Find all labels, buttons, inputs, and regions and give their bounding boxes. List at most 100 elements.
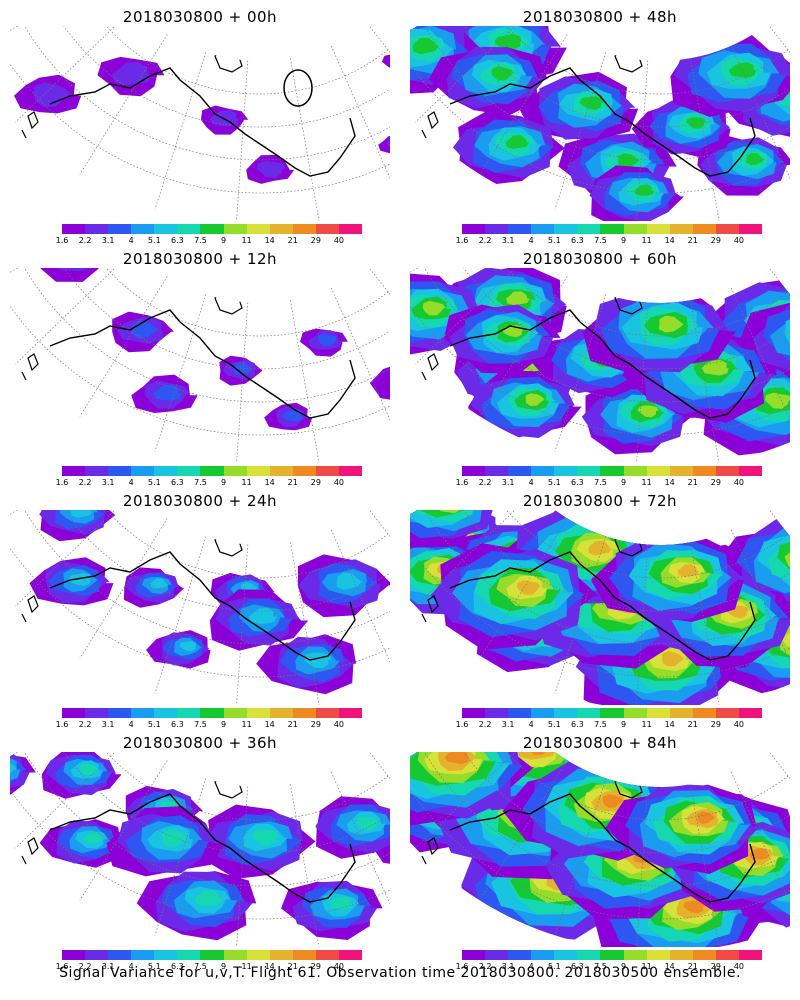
- colorbar-label: 21: [687, 720, 698, 729]
- colorbar-label: 40: [333, 236, 345, 245]
- variance-area: [746, 152, 765, 166]
- meridian-line: [415, 26, 516, 123]
- variance-area: [378, 135, 390, 153]
- latitude-line: [10, 305, 390, 436]
- meridian-line: [415, 752, 516, 849]
- coastline: [449, 793, 756, 903]
- colorbar-label: 2.2: [78, 962, 92, 971]
- coastline: [214, 765, 269, 799]
- variance-area: [412, 37, 440, 55]
- meridian-line: [330, 287, 390, 421]
- figure-caption: Signal Variance for u,v,T. Flight 61. Ob…: [59, 965, 741, 981]
- colorbar-swatch: [292, 708, 316, 718]
- colorbar-swatch: [554, 224, 578, 234]
- meridian-line: [554, 536, 607, 694]
- colorbar-labels: 1.6 2.2 3.1 4 5.1 6.3 7.5 9 11 14 21 29 40: [456, 720, 762, 730]
- colorbar-swatch: [223, 708, 247, 718]
- panel-48h: 2018030800 + 48h 1.6 2.2 3.1 4 5.1 6.3 7.5 9 11 1…: [400, 0, 800, 245]
- latitude-line: [24, 510, 390, 645]
- colorbar-swatch: [338, 466, 363, 476]
- forecast-map: [410, 26, 790, 221]
- colorbar-swatch: [738, 224, 763, 234]
- colorbar-label: 6.3: [571, 720, 584, 729]
- colorbar-swatch: [577, 950, 601, 960]
- colorbar-swatch: [600, 950, 624, 960]
- colorbar-label: 11: [241, 962, 252, 971]
- variance-area: [80, 763, 99, 776]
- colorbar-swatch: [738, 950, 763, 960]
- colorbar-label: 9: [220, 962, 227, 971]
- variance-area: [618, 153, 640, 168]
- panel-12h: 2018030800 + 12h 1.6 2.2 3.1 4 5.1 6.3 7.5 9 11 1…: [0, 242, 400, 487]
- colorbar-swatch: [177, 466, 201, 476]
- colorbar-label: 14: [664, 720, 675, 729]
- colorbar-label: 29: [310, 720, 321, 729]
- variance-area: [764, 392, 790, 409]
- variance-area: [194, 889, 223, 906]
- variance-area: [33, 82, 72, 108]
- colorbar-label: 3.1: [501, 236, 515, 245]
- meridian-line: [690, 542, 720, 705]
- latitude-line: [463, 26, 790, 128]
- colorbar-label: 11: [641, 720, 652, 729]
- meridian-line: [79, 276, 168, 417]
- coastline: [214, 523, 269, 557]
- coastline: [449, 551, 756, 661]
- colorbar-swatch: [85, 224, 109, 234]
- colorbar-swatch: [338, 224, 363, 234]
- colorbar-swatch: [292, 224, 316, 234]
- colorbar-label: 1.6: [455, 236, 469, 245]
- colorbar-label: 14: [664, 962, 675, 971]
- latitude-line: [410, 305, 790, 436]
- colorbar-swatch: [131, 224, 155, 234]
- variance-area: [356, 816, 380, 830]
- variance-area: [444, 752, 469, 765]
- forecast-map: [10, 268, 390, 463]
- panel-title: 2018030800 + 84h: [522, 734, 678, 752]
- variance-area: [251, 829, 280, 846]
- meridian-line: [690, 58, 720, 221]
- colorbar-swatch: [600, 708, 624, 718]
- colorbar-label: 1.6: [455, 478, 469, 487]
- colorbar-swatch: [108, 950, 132, 960]
- colorbar-swatch: [223, 950, 247, 960]
- colorbar-swatch: [154, 950, 178, 960]
- colorbar-swatch: [200, 708, 224, 718]
- variance-area: [153, 384, 182, 401]
- colorbar-label: 40: [733, 720, 745, 729]
- colorbar-label: 29: [310, 236, 321, 245]
- colorbar-label: 6.3: [171, 720, 184, 729]
- colorbar: [62, 224, 363, 234]
- colorbar-swatch: [85, 950, 109, 960]
- colorbar-swatch: [246, 708, 270, 718]
- meridian-line: [554, 778, 607, 936]
- colorbar-swatch: [646, 708, 670, 718]
- observation-circle: [283, 69, 313, 107]
- meridian-line: [79, 518, 168, 659]
- colorbar-label: 6.3: [571, 478, 584, 487]
- meridian-line: [290, 300, 320, 463]
- colorbar-swatch: [62, 708, 86, 718]
- colorbar-label: 29: [710, 962, 721, 971]
- latitude-line: [63, 510, 390, 612]
- variance-area: [588, 540, 613, 556]
- colorbar-swatch: [646, 950, 670, 960]
- colorbar-label: 3.1: [101, 962, 115, 971]
- colorbar-swatch: [600, 224, 624, 234]
- meridian-line: [636, 60, 649, 221]
- variance-area: [491, 66, 515, 81]
- variance-area: [701, 359, 729, 376]
- variance-area: [677, 564, 700, 577]
- colorbar-label: 4: [528, 236, 534, 245]
- variance-area: [336, 572, 363, 590]
- colorbar-swatch: [85, 708, 109, 718]
- meridian-line: [154, 52, 207, 210]
- variance-area: [697, 811, 716, 824]
- colorbar-labels: 1.6 2.2 3.1 4 5.1 6.3 7.5 9 11 14 21 29 40: [56, 962, 362, 972]
- colorbar-swatch: [554, 708, 578, 718]
- colorbar-swatch: [485, 708, 509, 718]
- meridian-line: [236, 60, 249, 221]
- colorbar-swatch: [577, 224, 601, 234]
- colorbar-swatch: [246, 466, 270, 476]
- meridian-line: [330, 45, 390, 179]
